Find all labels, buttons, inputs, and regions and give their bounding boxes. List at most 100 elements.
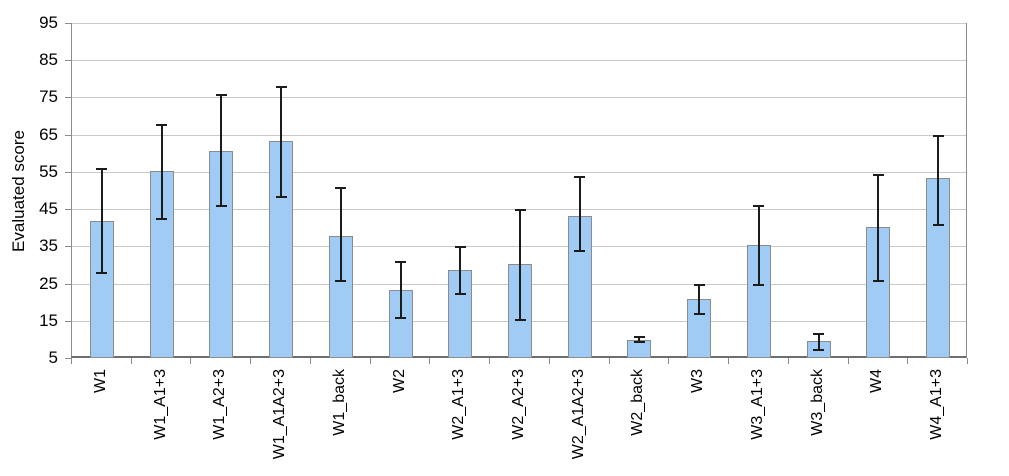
x-tick-mark — [369, 358, 371, 364]
x-tick-label-W1_A1A2+3: W1_A1A2+3 — [271, 369, 289, 460]
error-bar-cap-bottom — [633, 341, 645, 344]
y-axis-title: Evaluated score — [9, 130, 28, 252]
gridline — [72, 171, 966, 173]
x-tick-label-W3_A1+3: W3_A1+3 — [748, 369, 766, 440]
error-bar-cap-top — [215, 93, 227, 96]
error-bar-line — [160, 124, 163, 220]
x-tick-mark — [250, 358, 252, 364]
gridline — [72, 97, 966, 99]
y-tick-mark — [65, 171, 71, 173]
x-tick-mark — [608, 358, 610, 364]
y-tick-label: 25 — [39, 273, 58, 293]
y-tick-label: 45 — [39, 199, 58, 219]
x-tick-label-W3_back: W3_back — [808, 369, 826, 436]
error-bar-line — [220, 94, 223, 207]
error-bar-cap-bottom — [932, 224, 944, 226]
y-tick-label: 55 — [39, 161, 58, 181]
y-tick-mark — [65, 320, 71, 322]
error-bar-cap-top — [574, 175, 586, 178]
y-tick-mark — [65, 283, 71, 285]
error-bar-line — [817, 333, 820, 350]
gridline — [72, 134, 966, 136]
x-tick-mark — [190, 358, 192, 364]
error-bar-line — [757, 206, 760, 285]
y-tick-mark — [65, 134, 71, 136]
error-bar-cap-top — [395, 261, 407, 264]
error-bar-cap-bottom — [395, 317, 407, 320]
x-tick-label-W4: W4 — [868, 369, 886, 393]
y-tick-label: 35 — [39, 236, 58, 256]
error-bar-cap-top — [156, 123, 168, 126]
error-bar-line — [280, 87, 283, 198]
x-tick-mark — [907, 358, 909, 364]
x-tick-label-W4_A1+3: W4_A1+3 — [928, 369, 946, 440]
y-tick-label: 65 — [39, 124, 58, 144]
y-tick-label: 95 — [39, 13, 58, 32]
error-bar-cap-bottom — [574, 250, 586, 253]
y-tick-mark — [65, 60, 71, 62]
error-bar-line — [339, 187, 342, 281]
error-bar-cap-bottom — [872, 279, 884, 282]
x-tick-mark — [309, 358, 311, 364]
error-bar-line — [578, 176, 581, 252]
x-tick-label-W2_back: W2_back — [629, 369, 647, 436]
error-bar-cap-top — [813, 332, 825, 335]
error-bar-line — [638, 336, 641, 343]
x-tick-mark — [429, 358, 431, 364]
error-bar-cap-bottom — [275, 196, 287, 199]
x-tick-label-W1: W1 — [91, 369, 109, 393]
x-tick-mark — [548, 358, 550, 364]
y-tick-mark — [65, 97, 71, 99]
x-tick-label-W2: W2 — [390, 369, 408, 393]
error-bar-cap-top — [872, 173, 884, 176]
y-tick-label: 85 — [39, 50, 58, 70]
x-tick-mark — [668, 358, 670, 364]
error-bar-cap-bottom — [96, 272, 108, 275]
error-bar-line — [459, 247, 462, 294]
x-tick-mark — [728, 358, 730, 364]
error-bar-line — [399, 262, 402, 319]
error-bar-cap-top — [693, 283, 705, 286]
x-tick-label-W1_A2+3: W1_A2+3 — [211, 369, 229, 440]
error-bar-cap-bottom — [454, 292, 466, 295]
error-bar-cap-top — [932, 134, 944, 137]
gridline — [72, 60, 966, 62]
y-tick-label: 15 — [39, 310, 58, 330]
x-tick-label-W2_A2+3: W2_A2+3 — [510, 369, 527, 440]
error-bar-cap-top — [96, 168, 108, 171]
error-bar-cap-top — [753, 205, 765, 208]
error-bar-cap-bottom — [753, 283, 765, 286]
y-tick-mark — [65, 23, 71, 24]
error-bar-line — [877, 174, 880, 281]
error-bar-line — [937, 135, 940, 225]
error-bar-cap-bottom — [215, 205, 227, 208]
error-bar-cap-top — [335, 186, 347, 189]
y-tick-label: 5 — [48, 348, 58, 367]
y-tick-mark — [65, 209, 71, 211]
error-bar-line — [100, 169, 103, 274]
error-bar-cap-bottom — [335, 279, 347, 282]
error-bar-cap-top — [514, 209, 526, 212]
y-tick-label: 75 — [39, 87, 58, 107]
x-tick-mark — [489, 358, 491, 364]
error-bar-cap-bottom — [514, 318, 526, 321]
x-tick-mark — [787, 358, 789, 364]
y-tick-mark — [65, 246, 71, 248]
x-tick-mark — [847, 358, 849, 364]
x-tick-label-W2_A1+3: W2_A1+3 — [450, 369, 468, 440]
x-tick-mark — [71, 358, 72, 364]
x-tick-label-W3: W3 — [689, 369, 707, 393]
error-bar-cap-top — [275, 86, 287, 89]
error-bar-cap-bottom — [813, 348, 825, 351]
error-bar-line — [698, 284, 701, 315]
error-bar-line — [519, 210, 521, 320]
x-tick-mark — [967, 358, 968, 364]
error-bar-cap-bottom — [156, 218, 168, 221]
x-tick-mark — [130, 358, 132, 364]
x-tick-label-W1_back: W1_back — [330, 369, 348, 436]
error-bar-cap-top — [454, 246, 466, 249]
x-tick-label-W2_A1A2+3: W2_A1A2+3 — [569, 369, 587, 460]
error-bar-cap-bottom — [693, 313, 705, 316]
error-bar-cap-top — [633, 335, 645, 338]
